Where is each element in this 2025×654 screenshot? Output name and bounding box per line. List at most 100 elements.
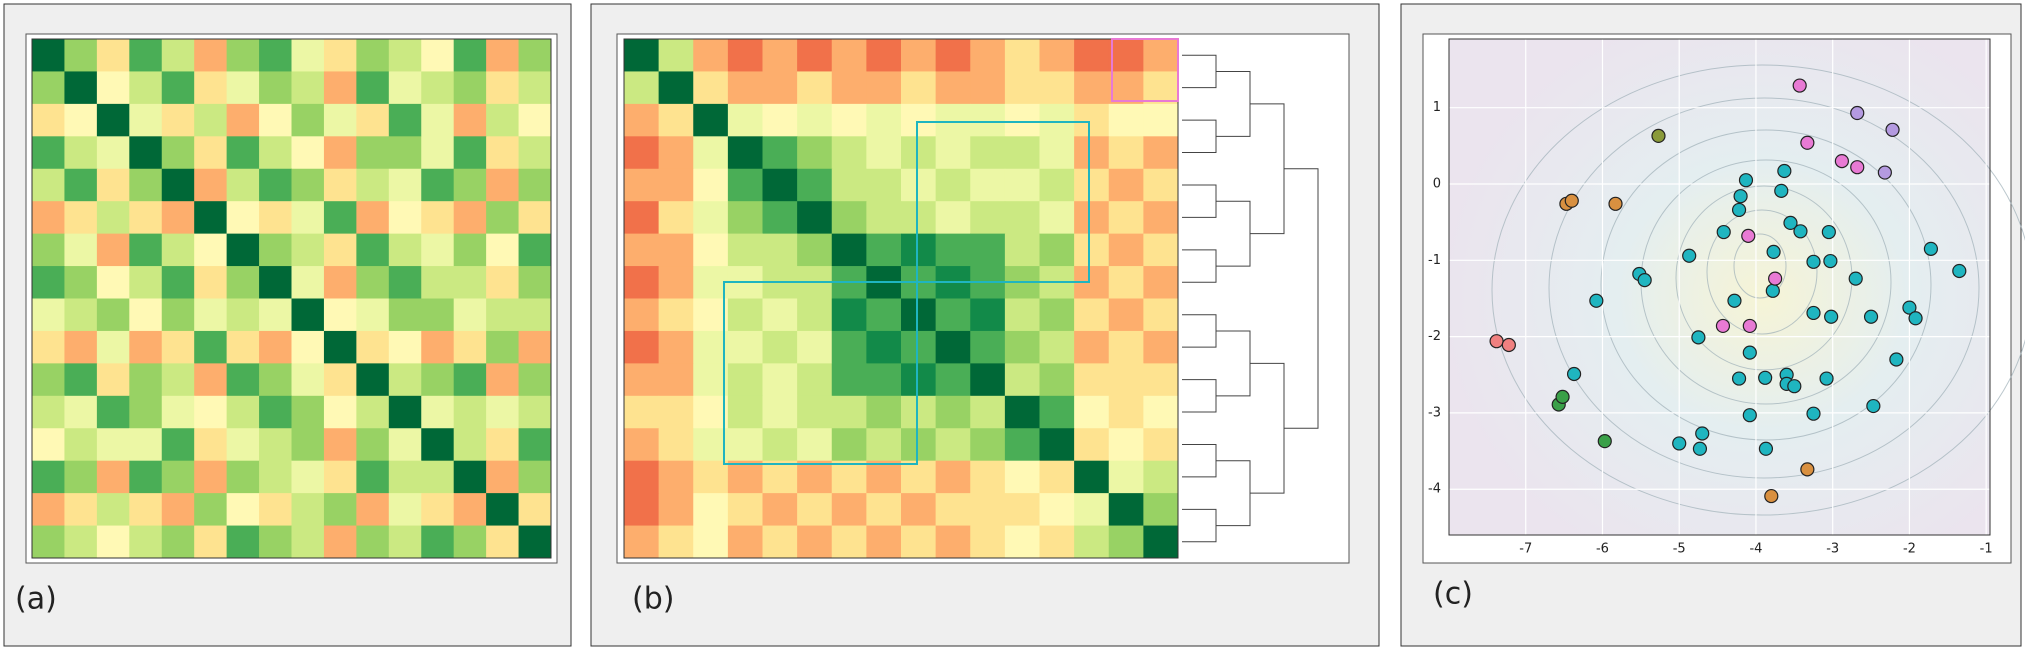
heatmap-cell bbox=[1143, 395, 1179, 429]
heatmap-cell bbox=[32, 201, 65, 235]
heatmap-cell bbox=[866, 168, 902, 202]
heatmap-cell bbox=[1108, 428, 1144, 462]
heatmap-cell bbox=[1074, 460, 1110, 494]
point bbox=[1766, 244, 1781, 259]
heatmap-cell bbox=[935, 233, 971, 267]
heatmap-cell bbox=[323, 233, 357, 267]
heatmap-cell bbox=[1143, 103, 1179, 137]
point bbox=[1806, 305, 1821, 321]
heatmap-cell bbox=[693, 525, 729, 559]
heatmap-cell bbox=[693, 201, 729, 235]
heatmap-cell bbox=[96, 168, 130, 202]
heatmap-cell bbox=[1004, 136, 1040, 170]
heatmap-cell bbox=[388, 493, 422, 527]
cluster-boxes bbox=[723, 38, 1179, 465]
heatmap-cell bbox=[1039, 460, 1075, 494]
point bbox=[1489, 334, 1504, 349]
heatmap-cell bbox=[1039, 298, 1075, 332]
heatmap-cell bbox=[161, 298, 195, 332]
heatmap-cell bbox=[658, 39, 694, 72]
heatmap-cell bbox=[866, 298, 902, 332]
heatmap-cell bbox=[624, 395, 660, 429]
heatmap-cell bbox=[96, 39, 130, 72]
heatmap-cell bbox=[356, 39, 390, 72]
heatmap-cell bbox=[129, 298, 163, 332]
heatmap-cell bbox=[1108, 103, 1144, 137]
heatmap-cell bbox=[797, 525, 833, 559]
point bbox=[1637, 273, 1652, 288]
heatmap-cell bbox=[693, 395, 729, 429]
heatmap-cell bbox=[388, 363, 422, 397]
heatmap-cell bbox=[64, 266, 98, 299]
heatmap-cell bbox=[194, 168, 228, 202]
heatmap-cell bbox=[1143, 71, 1179, 105]
heatmap-cell bbox=[1004, 71, 1040, 105]
heatmap-cell bbox=[421, 525, 455, 559]
heatmap-cell bbox=[291, 493, 325, 527]
heatmap-cell bbox=[356, 71, 390, 105]
heatmap-cell bbox=[421, 103, 455, 137]
heatmap-cell bbox=[901, 168, 937, 202]
heatmap-cell bbox=[129, 103, 163, 137]
heatmap-cell bbox=[518, 298, 552, 332]
heatmap-cell bbox=[693, 330, 729, 364]
heatmap-cell bbox=[658, 103, 694, 137]
heatmap-cell bbox=[356, 136, 390, 170]
heatmap-cell bbox=[866, 363, 902, 397]
heatmap-cell bbox=[64, 71, 98, 105]
heatmap-cell bbox=[161, 363, 195, 397]
heatmap-cell bbox=[1074, 493, 1110, 527]
heatmap-cell bbox=[935, 493, 971, 527]
heatmap-cell bbox=[453, 71, 487, 105]
cluster-box bbox=[916, 121, 1090, 283]
heatmap-cell bbox=[486, 266, 520, 299]
heatmap-cell bbox=[129, 201, 163, 235]
heatmap-cell bbox=[226, 266, 260, 299]
heatmap-cell bbox=[1039, 363, 1075, 397]
heatmap-cell bbox=[161, 525, 195, 559]
heatmap-cell bbox=[129, 525, 163, 559]
heatmap-cell bbox=[1108, 233, 1144, 267]
heatmap-cell bbox=[762, 428, 798, 462]
heatmap-cell bbox=[1004, 39, 1040, 72]
heatmap-cell bbox=[259, 363, 292, 397]
heatmap-cell bbox=[64, 525, 98, 559]
heatmap-cell bbox=[901, 330, 937, 364]
heatmap-cell bbox=[323, 363, 357, 397]
heatmap-cell bbox=[356, 168, 390, 202]
heatmap-cell bbox=[518, 168, 552, 202]
heatmap-cell bbox=[1039, 395, 1075, 429]
heatmap-cell bbox=[866, 330, 902, 364]
heatmap-cell bbox=[935, 168, 971, 202]
heatmap-cell bbox=[96, 493, 130, 527]
heatmap-cell bbox=[518, 493, 552, 527]
heatmap-cell bbox=[356, 525, 390, 559]
point bbox=[1863, 309, 1879, 324]
heatmap-cell bbox=[658, 266, 694, 299]
point bbox=[1651, 128, 1666, 144]
heatmap-cell bbox=[935, 298, 971, 332]
heatmap-cell bbox=[323, 525, 357, 559]
heatmap-cell bbox=[486, 330, 520, 364]
heatmap-cell bbox=[161, 266, 195, 299]
heatmap-cell bbox=[935, 71, 971, 105]
heatmap-cell bbox=[658, 168, 694, 202]
heatmap-cell bbox=[1143, 233, 1179, 267]
heatmap-cell bbox=[96, 136, 130, 170]
heatmap-cell bbox=[129, 39, 163, 72]
heatmap-cell bbox=[421, 201, 455, 235]
heatmap-cell bbox=[831, 460, 867, 494]
heatmap-cell bbox=[658, 525, 694, 559]
heatmap-cell bbox=[866, 103, 902, 137]
heatmap-cell bbox=[935, 103, 971, 137]
heatmap-cell bbox=[32, 493, 65, 527]
heatmap-cell bbox=[866, 39, 902, 72]
heatmap-cell bbox=[259, 136, 292, 170]
point bbox=[1765, 283, 1780, 298]
point bbox=[1733, 189, 1748, 204]
heatmap-cell bbox=[194, 493, 228, 527]
kde-contours bbox=[1491, 64, 2025, 516]
heatmap-cell bbox=[866, 493, 902, 527]
point bbox=[1885, 122, 1900, 137]
